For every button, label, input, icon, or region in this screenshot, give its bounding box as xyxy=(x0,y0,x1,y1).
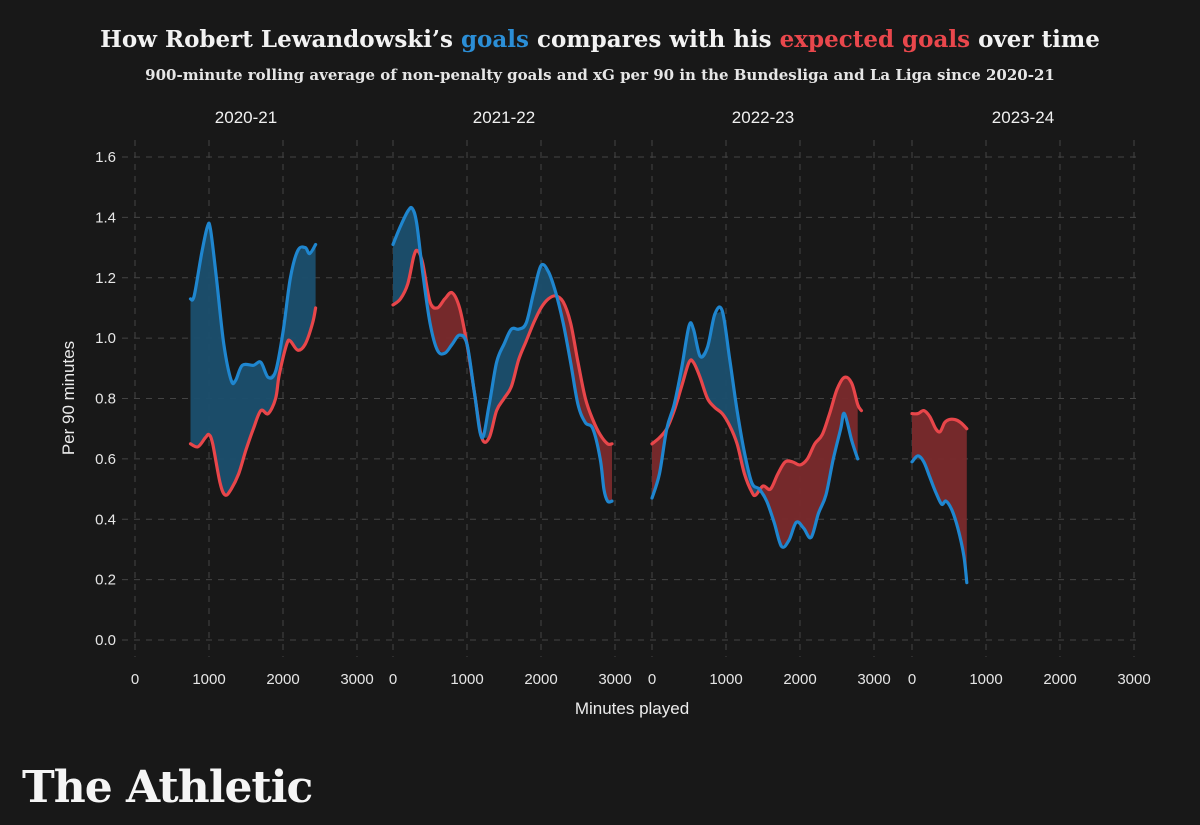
x-tick-label: 2000 xyxy=(783,671,816,688)
xg-above-goals-area xyxy=(759,377,858,546)
goals-line xyxy=(391,205,614,504)
x-tick-label: 3000 xyxy=(857,671,890,688)
goals-above-xg-area xyxy=(468,266,557,438)
x-tick-label: 2000 xyxy=(266,671,299,688)
title-part-3: over time xyxy=(970,26,1100,53)
y-axis-label: Per 90 minutes xyxy=(59,341,78,455)
goals-above-xg-area xyxy=(393,208,421,305)
x-tick-label: 1000 xyxy=(192,671,225,688)
goals-line xyxy=(910,454,969,585)
panel-season-label: 2020-21 xyxy=(215,108,277,127)
x-tick-label: 3000 xyxy=(1117,671,1150,688)
y-tick-label: 1.6 xyxy=(95,149,116,166)
y-tick-label: 1.0 xyxy=(95,330,116,347)
y-tick-label: 0.2 xyxy=(95,572,116,589)
x-tick-label: 3000 xyxy=(598,671,631,688)
y-tick-label: 1.2 xyxy=(95,270,116,287)
xg-line xyxy=(910,408,969,434)
panel-season-label: 2022-23 xyxy=(732,108,794,127)
x-axis-label: Minutes played xyxy=(575,699,689,718)
title-goals-word: goals xyxy=(460,26,529,53)
x-tick-label: 2000 xyxy=(524,671,557,688)
chart-title: How Robert Lewandowski’s goals compares … xyxy=(0,26,1200,53)
title-xg-word: expected goals xyxy=(779,26,971,53)
the-athletic-logo: The Athletic xyxy=(22,762,313,813)
panel-season-label: 2021-22 xyxy=(473,108,535,127)
xg-line xyxy=(650,358,863,498)
x-tick-label: 1000 xyxy=(709,671,742,688)
title-part-1: How Robert Lewandowski’s xyxy=(100,26,461,53)
x-tick-label: 0 xyxy=(908,671,916,688)
x-tick-label: 0 xyxy=(131,671,139,688)
goals-above-xg-area xyxy=(667,311,760,495)
x-tick-label: 2000 xyxy=(1043,671,1076,688)
goals-above-xg-area xyxy=(190,226,316,495)
x-tick-label: 3000 xyxy=(340,671,373,688)
goals-line xyxy=(188,221,318,386)
goals-line xyxy=(650,305,860,549)
x-tick-label: 1000 xyxy=(450,671,483,688)
x-tick-label: 0 xyxy=(648,671,656,688)
y-tick-label: 0.6 xyxy=(95,451,116,468)
x-tick-label: 0 xyxy=(389,671,397,688)
panel-season-label: 2023-24 xyxy=(992,108,1054,127)
title-part-2: compares with his xyxy=(528,26,780,53)
y-tick-label: 1.4 xyxy=(95,209,116,226)
y-tick-label: 0.8 xyxy=(95,391,116,408)
xg-above-goals-area xyxy=(912,410,967,583)
x-tick-label: 1000 xyxy=(969,671,1002,688)
y-tick-label: 0.4 xyxy=(95,511,116,528)
xg-line xyxy=(188,306,318,497)
chart-subtitle: 900-minute rolling average of non-penalt… xyxy=(145,66,1055,84)
y-tick-label: 0.0 xyxy=(95,632,116,649)
